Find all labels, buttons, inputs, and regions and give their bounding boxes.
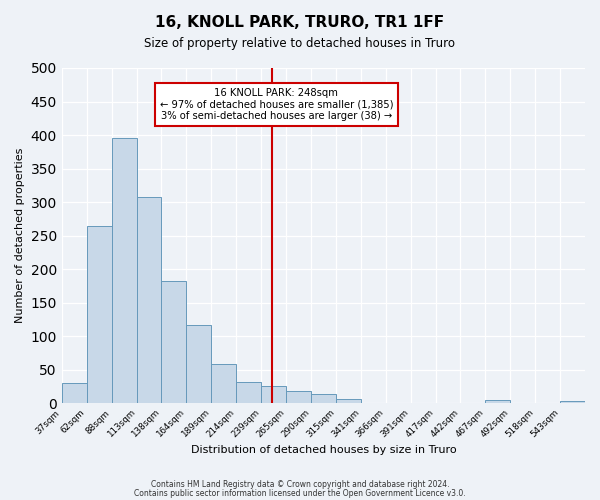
Bar bbox=[361, 402, 386, 403]
Bar bbox=[236, 382, 261, 403]
Text: 16, KNOLL PARK, TRURO, TR1 1FF: 16, KNOLL PARK, TRURO, TR1 1FF bbox=[155, 15, 445, 30]
Bar bbox=[261, 386, 286, 403]
Text: Contains public sector information licensed under the Open Government Licence v3: Contains public sector information licen… bbox=[134, 489, 466, 498]
Text: Size of property relative to detached houses in Truro: Size of property relative to detached ho… bbox=[145, 38, 455, 51]
Bar bbox=[336, 399, 361, 403]
Bar bbox=[87, 226, 112, 403]
Text: 16 KNOLL PARK: 248sqm
← 97% of detached houses are smaller (1,385)
3% of semi-de: 16 KNOLL PARK: 248sqm ← 97% of detached … bbox=[160, 88, 393, 122]
Bar bbox=[386, 402, 410, 403]
Text: Contains HM Land Registry data © Crown copyright and database right 2024.: Contains HM Land Registry data © Crown c… bbox=[151, 480, 449, 489]
Bar bbox=[410, 402, 436, 403]
Bar bbox=[161, 280, 187, 403]
Bar bbox=[311, 394, 336, 403]
Bar bbox=[137, 196, 161, 403]
Bar bbox=[112, 138, 137, 403]
Bar bbox=[62, 383, 87, 403]
Bar bbox=[187, 326, 211, 403]
Bar bbox=[485, 400, 510, 403]
Bar bbox=[211, 364, 236, 403]
Bar bbox=[560, 400, 585, 403]
Bar bbox=[286, 391, 311, 403]
X-axis label: Distribution of detached houses by size in Truro: Distribution of detached houses by size … bbox=[191, 445, 456, 455]
Y-axis label: Number of detached properties: Number of detached properties bbox=[15, 148, 25, 324]
